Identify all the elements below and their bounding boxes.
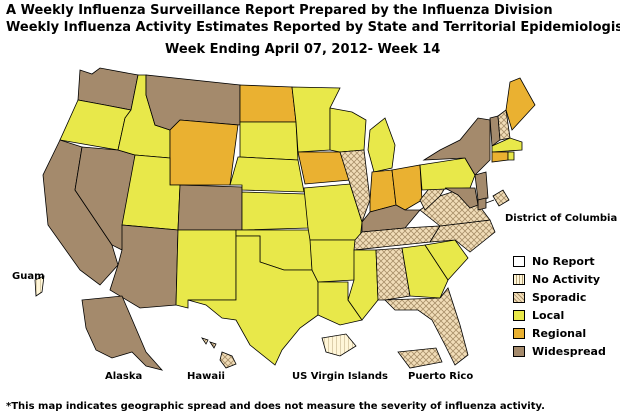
dc-leader-line — [485, 199, 495, 204]
state-sc — [424, 239, 469, 281]
state-hi — [219, 351, 237, 369]
legend-swatch — [513, 327, 525, 339]
report-title: A Weekly Influenza Surveillance Report P… — [6, 3, 553, 18]
state-mi — [367, 117, 396, 173]
state-me — [505, 77, 536, 131]
legend-label: Local — [532, 308, 565, 322]
state-pr — [397, 347, 443, 369]
legend-swatch — [513, 309, 525, 321]
legend-label: Widespread — [532, 344, 606, 358]
legend-label: No Report — [532, 254, 595, 268]
state-fl — [384, 287, 469, 366]
legend-item: Sporadic — [513, 288, 606, 306]
state-nd — [239, 84, 297, 123]
state-ne — [229, 156, 305, 193]
state-hi-c — [209, 341, 217, 349]
legend-item: Regional — [513, 324, 606, 342]
state-pa — [419, 157, 476, 191]
label-hawaii: Hawaii — [187, 371, 225, 382]
state-il — [339, 149, 371, 224]
state-gu — [34, 275, 45, 297]
state-dc-box — [492, 189, 510, 207]
state-nm — [175, 229, 237, 309]
label-virgin-islands: US Virgin Islands — [292, 371, 388, 382]
legend-label: No Activity — [532, 272, 601, 286]
state-ri — [507, 151, 515, 161]
footnote: *This map indicates geographic spread an… — [6, 401, 545, 412]
legend-label: Sporadic — [532, 290, 587, 304]
state-ct — [491, 151, 509, 163]
legend-swatch — [513, 255, 525, 267]
state-ak — [81, 295, 164, 371]
state-nj — [474, 171, 489, 201]
state-al — [375, 247, 411, 301]
report-subtitle: Weekly Influenza Activity Estimates Repo… — [6, 20, 620, 35]
label-puerto-rico: Puerto Rico — [408, 371, 474, 382]
state-de — [477, 197, 487, 211]
state-wy — [169, 119, 239, 186]
label-guam: Guam — [12, 271, 45, 282]
legend-item: Widespread — [513, 342, 606, 360]
state-ma — [491, 137, 523, 153]
legend-label: Regional — [532, 326, 587, 340]
state-sd — [239, 121, 299, 161]
legend-swatch — [513, 273, 525, 285]
state-wi — [329, 107, 367, 153]
label-alaska: Alaska — [105, 371, 143, 382]
state-ar — [309, 239, 356, 283]
label-dc: District of Columbia — [505, 213, 618, 224]
week-title: Week Ending April 07, 2012- Week 14 — [165, 42, 441, 57]
state-ga — [401, 244, 449, 299]
state-hi-b — [201, 337, 209, 345]
legend-item: No Activity — [513, 270, 606, 288]
legend-item: No Report — [513, 252, 606, 270]
state-ks — [241, 191, 309, 231]
state-md — [444, 187, 479, 209]
legend-swatch — [513, 291, 525, 303]
state-oh — [391, 164, 423, 211]
state-co — [177, 184, 243, 231]
legend: No Report No Activity Sporadic Local Reg… — [513, 252, 606, 360]
legend-swatch — [513, 345, 525, 357]
legend-item: Local — [513, 306, 606, 324]
state-tx — [187, 235, 319, 366]
state-vi — [321, 333, 357, 357]
